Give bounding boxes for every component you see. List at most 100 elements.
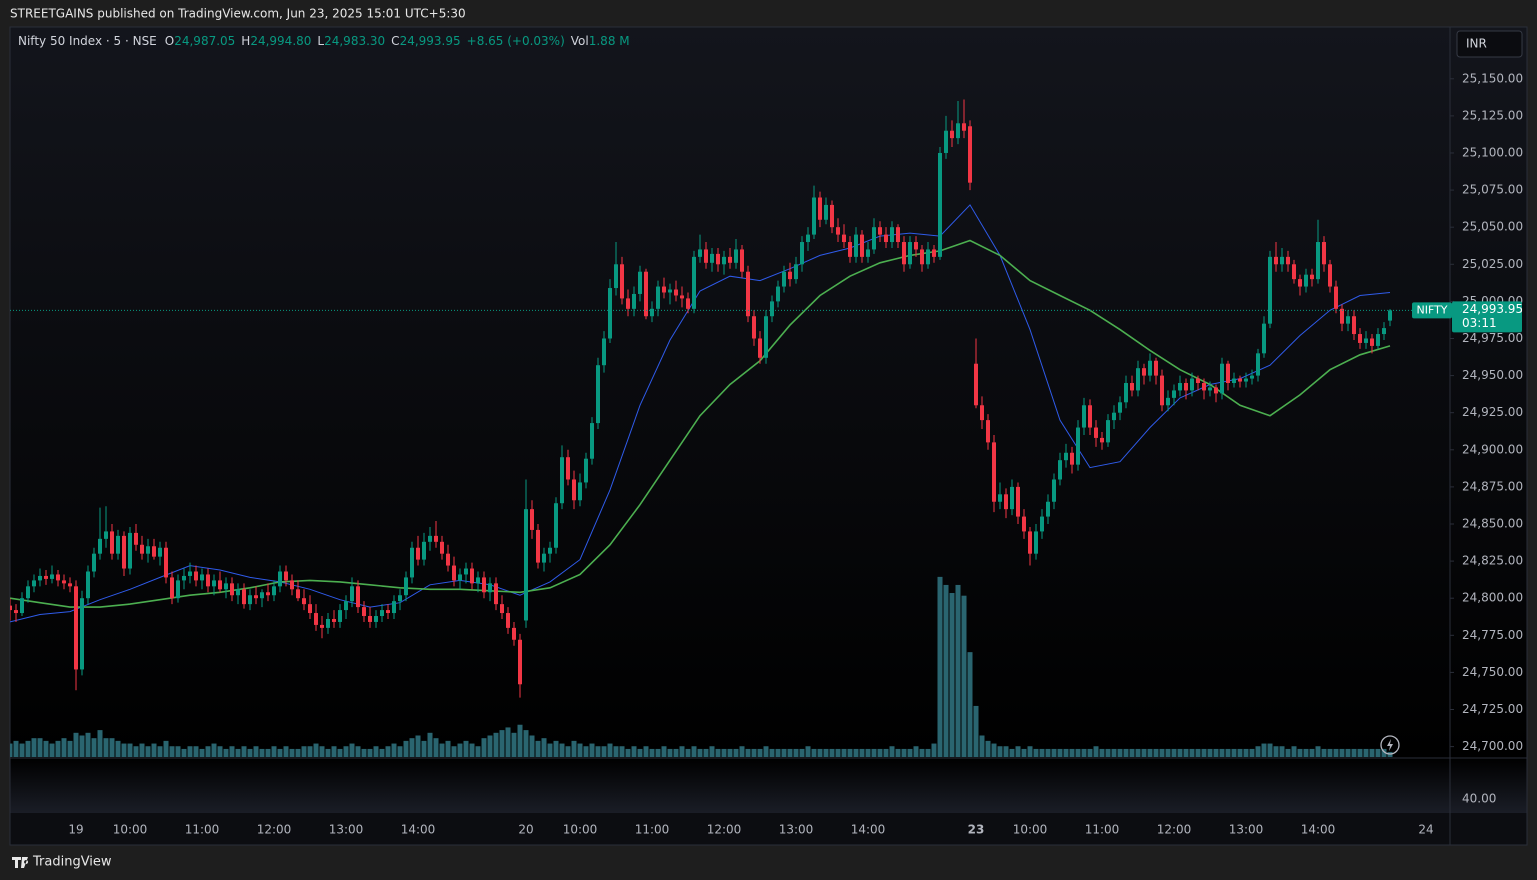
candle-body [716,253,720,265]
volume-bar [271,746,277,757]
candle-body [686,298,690,309]
candle-body [338,610,342,622]
candle-body [668,289,672,293]
candle-body [1070,452,1074,465]
volume-bar [1261,743,1267,757]
candle-body [170,577,174,599]
candle-body [392,601,396,614]
x-tick-label: 24 [1418,823,1433,837]
volume-bar [1225,748,1231,757]
candle-body [398,595,402,602]
lower-pane-label: 40.00 [1462,792,1496,806]
volume-bar [253,746,259,757]
candle-body [512,627,516,640]
y-tick-label: 25,050.00 [1462,220,1523,234]
candle-body [1328,264,1332,287]
candle-body [1034,531,1038,554]
volume-bar [1051,748,1057,757]
volume-bar [403,740,409,757]
candle-body [1274,256,1278,265]
volume-bar [445,740,451,757]
candle-body [644,271,648,317]
volume-bar [289,748,295,757]
volume-bar [469,743,475,757]
x-tick-label: 10:00 [563,823,598,837]
volume-bar [1279,746,1285,757]
volume-bar [325,748,331,757]
candle-body [1268,256,1272,324]
candle-body [842,234,846,243]
volume-bar [895,748,901,757]
candle-body [992,442,996,502]
candle-body [26,586,30,599]
y-tick-label: 24,825.00 [1462,554,1523,568]
y-tick-label: 24,975.00 [1462,331,1523,345]
candle-body [1202,383,1206,391]
volume-bar [169,746,175,757]
candle-body [188,571,192,576]
currency-button[interactable] [1456,30,1523,58]
volume-bar [1369,748,1375,757]
volume-bar [1177,748,1183,757]
volume-bar [1165,748,1171,757]
candle-body [902,242,906,265]
volume-bar [1255,746,1261,757]
volume-bar [79,735,85,757]
legend-value: 24,983.30 [324,34,385,48]
main-pane [10,27,1527,758]
alert-icon[interactable] [1380,735,1400,755]
volume-bar [745,748,751,757]
candle-body [782,271,786,287]
legend-value: 24,993.95 [400,34,461,48]
volume-bar [1345,748,1351,757]
volume-bar [115,740,121,757]
volume-bar [409,738,415,757]
candle-body [926,249,930,265]
volume-bar [157,746,163,757]
volume-bar [121,743,127,757]
candle-body [284,571,288,581]
candle-body [122,535,126,569]
candle-body [1142,368,1146,376]
volume-bar [1327,748,1333,757]
volume-bar [241,746,247,757]
x-tick-label: 10:00 [1013,823,1048,837]
volume-bar [1045,748,1051,757]
candle-body [140,544,144,554]
volume-bar [595,746,601,757]
volume-bar [715,748,721,757]
volume-bar [1153,748,1159,757]
brand: TradingView [32,855,112,870]
y-tick-label: 25,100.00 [1462,145,1523,159]
volume-bar [1093,746,1099,757]
y-tick-label: 24,775.00 [1462,628,1523,642]
volume-bar [1357,748,1363,757]
volume-bar [85,732,91,757]
volume-bar [811,748,817,757]
volume-bar [133,746,139,757]
candle-body [1352,316,1356,335]
volume-bar [463,740,469,757]
volume-bar [265,748,271,757]
volume-bar [1021,748,1027,757]
candle-body [164,547,168,578]
volume-bar [607,743,613,757]
candle-body [1184,383,1188,391]
currency[interactable]: INR [1466,37,1487,51]
candle-body [698,249,702,257]
x-tick-label: 19 [68,823,83,837]
candle-body [440,541,444,554]
volume-bar [925,748,931,757]
volume-bar [793,748,799,757]
volume-bar [91,738,97,757]
volume-bar [1201,748,1207,757]
x-tick-label: 14:00 [1301,823,1336,837]
volume-bar [1039,748,1045,757]
volume-bar [1075,748,1081,757]
candle-body [956,123,960,139]
volume-bar [967,652,973,757]
candle-body [134,532,138,545]
candle-body [290,580,294,590]
candle-body [296,589,300,599]
candle-body [920,249,924,265]
